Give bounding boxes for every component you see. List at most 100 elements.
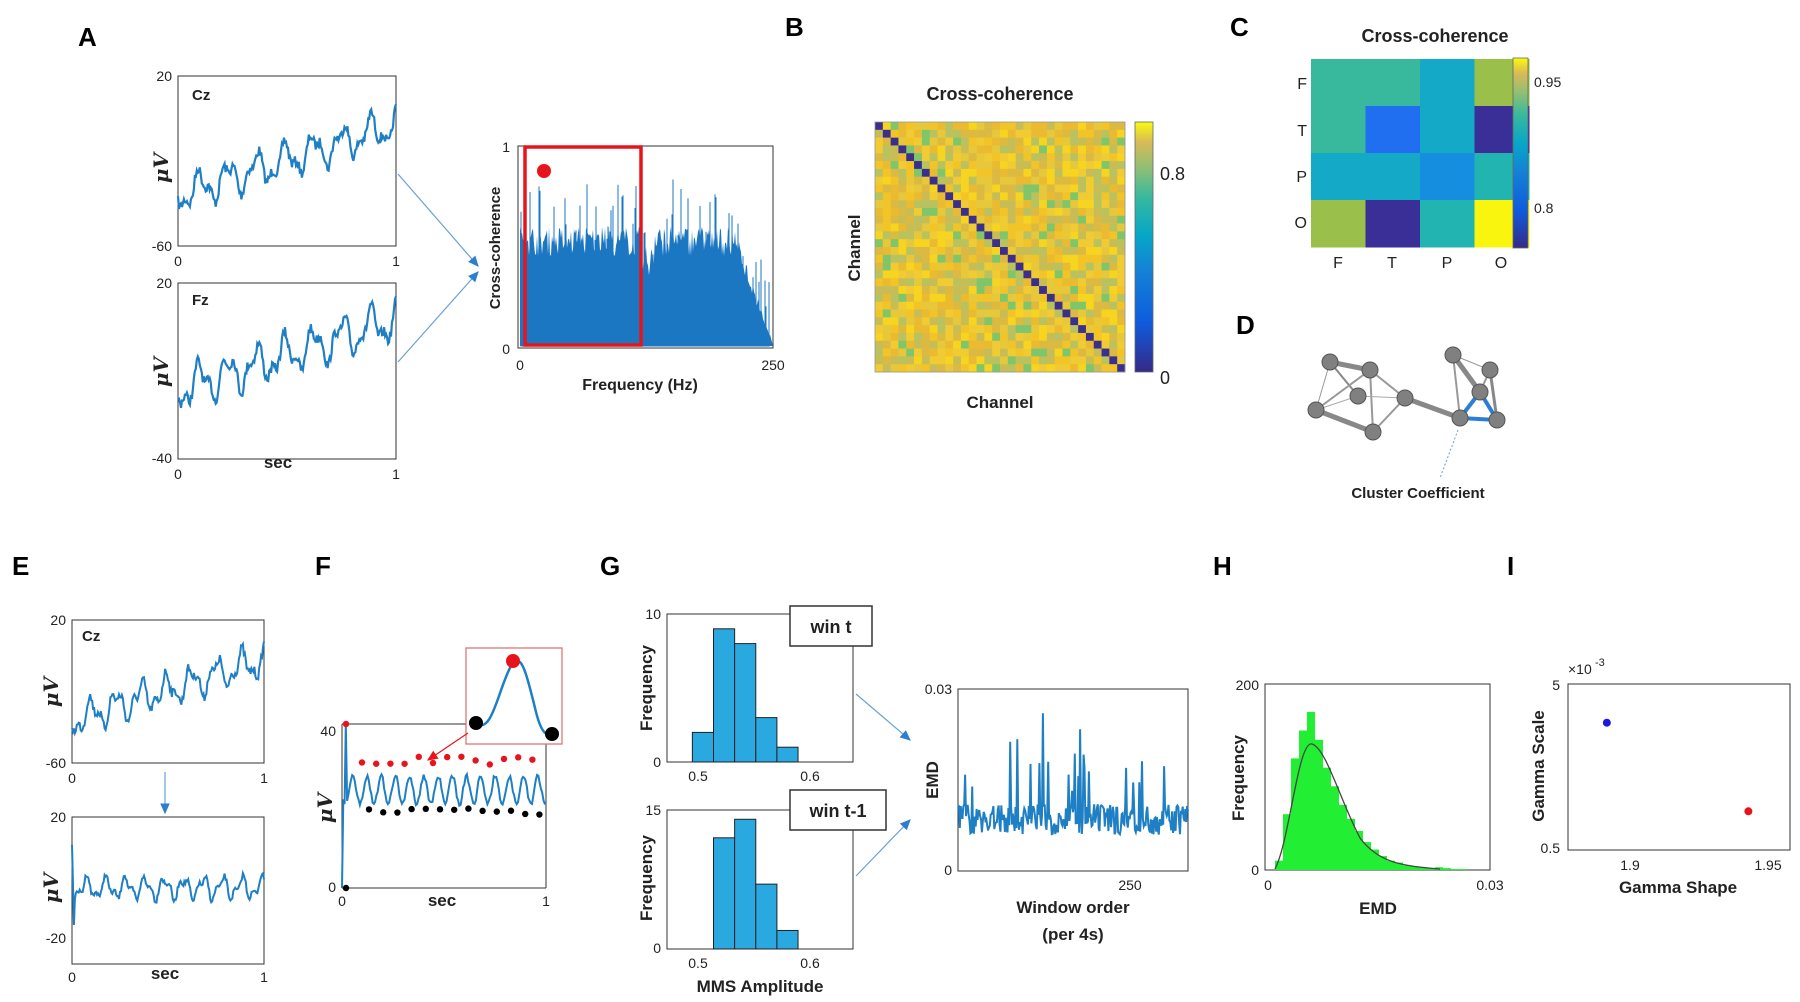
- matrix-cell: [953, 239, 962, 248]
- matrix-cell: [906, 153, 915, 162]
- matrix-cell: [882, 340, 891, 349]
- matrix-cell: [1109, 153, 1118, 162]
- matrix-cell: [1039, 348, 1048, 357]
- matrix-cell: [1000, 153, 1009, 162]
- matrix-cell: [1015, 184, 1024, 193]
- matrix-cell: [929, 254, 938, 263]
- fz-x0: 0: [174, 466, 182, 482]
- matrix-cell: [1039, 215, 1048, 224]
- matrix-cell: [1093, 200, 1102, 209]
- matrix-cell: [921, 270, 930, 279]
- matrix-cell: [875, 293, 884, 302]
- matrix-cell: [1085, 317, 1095, 326]
- f-maximum-marker: [401, 760, 408, 767]
- matrix-cell: [921, 207, 930, 217]
- matrix-cell: [890, 223, 899, 232]
- matrix-cell: [1109, 356, 1118, 365]
- matrix-cell: [890, 231, 899, 240]
- matrix-cell: [1015, 286, 1024, 295]
- matrix-cell: [875, 348, 884, 357]
- matrix-cell: [1070, 153, 1079, 162]
- matrix-cell: [1062, 192, 1071, 201]
- matrix-cell: [992, 215, 1001, 224]
- matrix-cell: [875, 129, 884, 138]
- matrix-cell: [890, 207, 899, 217]
- matrix-cell: [1117, 340, 1126, 349]
- matrix-cell: [1000, 176, 1009, 185]
- matrix-cell: [1117, 176, 1126, 185]
- matrix-cell: [976, 340, 985, 349]
- matrix-cell: [1007, 301, 1016, 310]
- matrix-cell: [1062, 278, 1071, 287]
- f-ylabel: μV: [313, 790, 337, 823]
- matrix-cell: [1101, 231, 1110, 240]
- matrix-cell: [1054, 176, 1063, 185]
- matrix-cell: [1023, 301, 1032, 310]
- matrix-cell: [968, 168, 977, 177]
- spectrum-xlabel: Frequency (Hz): [582, 377, 698, 394]
- matrix-cell: [1101, 215, 1110, 224]
- matrix-cell: [921, 340, 930, 349]
- matrix-cell: [960, 309, 970, 318]
- matrix-cell: [1078, 239, 1087, 248]
- matrix-cell: [960, 293, 970, 302]
- matrix-cell: [1085, 348, 1095, 357]
- matrix-cell: [960, 122, 970, 131]
- matrix-cell: [1062, 254, 1071, 263]
- matrix-cell: [875, 145, 884, 154]
- matrix-cell: [1054, 332, 1063, 342]
- matrix-cell: [1054, 200, 1063, 209]
- matrix-cell: [1085, 278, 1095, 287]
- h-histogram-bar: [1315, 739, 1323, 870]
- panel-label-i: I: [1507, 551, 1514, 581]
- matrix-cell: [914, 247, 923, 256]
- matrix-cell: [1085, 122, 1095, 131]
- matrix-cell: [929, 356, 938, 365]
- matrix-cell: [906, 325, 915, 334]
- matrix-cell: [1054, 293, 1063, 302]
- matrix-cell: [976, 184, 985, 193]
- matrix-cell: [929, 168, 938, 177]
- matrix-cell: [945, 364, 954, 373]
- matrix-cell: [906, 207, 915, 217]
- matrix-cell: [1062, 122, 1071, 131]
- matrix-cell: [929, 348, 938, 357]
- matrix-cell: [1023, 207, 1032, 217]
- matrix-cell: [1007, 254, 1016, 263]
- c-colorbar-top: 0.95: [1534, 74, 1561, 90]
- matrix-cell: [1007, 270, 1016, 279]
- matrix-cell: [1023, 137, 1032, 146]
- matrix-cell: [1109, 231, 1118, 240]
- panel-c: C Cross-coherence F T P O F T P O 0.95 0…: [1230, 12, 1561, 272]
- matrix-cell: [914, 145, 923, 154]
- f-minimum-marker: [380, 809, 387, 816]
- matrix-cell: [914, 270, 923, 279]
- f-maximum-marker: [342, 720, 350, 728]
- f-maximum-marker: [429, 759, 437, 767]
- matrix-cell: [937, 145, 946, 154]
- matrix-cell: [906, 340, 915, 349]
- matrix-cell: [1031, 262, 1040, 271]
- matrix-cell: [1070, 286, 1079, 295]
- matrix-cell: [953, 356, 962, 365]
- matrix-cell: [1031, 309, 1040, 318]
- matrix-cell: [1046, 262, 1055, 271]
- matrix-cell: [953, 340, 962, 349]
- matrix-cell: [906, 332, 915, 342]
- matrix-cell: [1062, 286, 1071, 295]
- fz-ymin: -40: [152, 450, 172, 466]
- f-minimum-marker: [408, 805, 415, 813]
- matrix-cell: [953, 293, 962, 302]
- matrix-cell: [1046, 184, 1055, 193]
- g-win-t1-label: win t-1: [809, 801, 867, 821]
- matrix-cell: [937, 161, 946, 170]
- matrix-cell: [984, 192, 993, 201]
- matrix-cell: [929, 184, 938, 193]
- h-histogram-bar: [1379, 856, 1387, 870]
- matrix-cell: [953, 153, 962, 162]
- i-exponent-power: -3: [1595, 657, 1605, 669]
- matrix-cell: [976, 286, 985, 295]
- e-top-ylabel: μV: [39, 674, 63, 707]
- matrix-cell: [1101, 332, 1110, 342]
- matrix-cell: [875, 262, 884, 271]
